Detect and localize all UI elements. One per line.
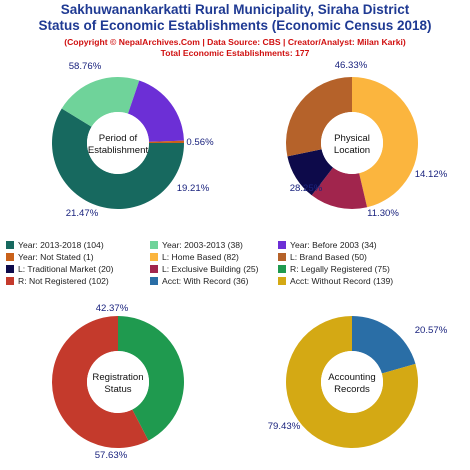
legend-label: Acct: Without Record (139) bbox=[290, 276, 394, 286]
legend-label: Year: Before 2003 (34) bbox=[290, 240, 377, 250]
legend-swatch bbox=[6, 277, 14, 285]
legend-item: Year: 2003-2013 (38) bbox=[150, 240, 243, 250]
pct-label-acct-without-record: 79.43% bbox=[268, 421, 301, 432]
legend-label: L: Traditional Market (20) bbox=[18, 264, 114, 274]
donut-hole bbox=[87, 112, 149, 174]
slice-l-exclusive-building bbox=[311, 167, 368, 209]
legend-label: L: Home Based (82) bbox=[162, 252, 239, 262]
legend-label: R: Legally Registered (75) bbox=[290, 264, 390, 274]
center-label: Records bbox=[334, 384, 370, 395]
pct-label-r-legally-registered: 42.37% bbox=[96, 303, 129, 314]
pct-label-year-before-2003: 19.21% bbox=[177, 183, 210, 194]
legend-item: Year: Before 2003 (34) bbox=[278, 240, 377, 250]
legend-item: Year: 2013-2018 (104) bbox=[6, 240, 104, 250]
donut-hole bbox=[87, 351, 149, 413]
slice-r-not-registered bbox=[51, 316, 149, 448]
legend-swatch bbox=[6, 253, 14, 261]
legend-item: Acct: With Record (36) bbox=[150, 276, 248, 286]
legend-label: R: Not Registered (102) bbox=[18, 276, 109, 286]
legend-swatch bbox=[150, 253, 158, 261]
chart-title-line-1: Sakhuwanankarkatti Rural Municipality, S… bbox=[60, 2, 410, 17]
legend-swatch bbox=[278, 265, 286, 273]
slice-year-not-stated bbox=[148, 140, 184, 143]
pct-label-l-traditional-market: 11.30% bbox=[367, 208, 399, 219]
slice-year-2003-2013 bbox=[61, 77, 140, 127]
legend-item: L: Home Based (82) bbox=[150, 252, 239, 262]
slice-acct-with-record bbox=[352, 316, 416, 374]
pct-label-year-2013-2018: 58.76% bbox=[69, 61, 102, 72]
slice-l-brand-based bbox=[285, 77, 352, 157]
legend-item: L: Traditional Market (20) bbox=[6, 264, 114, 274]
center-label: Registration bbox=[92, 372, 143, 383]
chart-title-line-2: Status of Economic Establishments (Econo… bbox=[38, 18, 432, 33]
legend-swatch bbox=[6, 265, 14, 273]
center-label: Establishment bbox=[88, 145, 149, 156]
pct-label-year-not-stated: 0.56% bbox=[186, 137, 214, 148]
pct-label-l-home-based: 46.33% bbox=[335, 60, 368, 71]
pct-label-l-exclusive-building: 14.12% bbox=[415, 169, 448, 180]
legend-label: Year: Not Stated (1) bbox=[18, 252, 94, 262]
center-label: Location bbox=[334, 145, 370, 156]
center-label: Accounting bbox=[328, 372, 375, 383]
legend-item: L: Brand Based (50) bbox=[278, 252, 367, 262]
legend-item: Year: Not Stated (1) bbox=[6, 252, 94, 262]
legend-swatch bbox=[278, 277, 286, 285]
slice-acct-without-record bbox=[286, 316, 419, 449]
slice-r-legally-registered bbox=[118, 316, 184, 441]
pct-label-acct-with-record: 20.57% bbox=[415, 325, 448, 336]
legend-item: R: Not Registered (102) bbox=[6, 276, 109, 286]
slice-year-before-2003 bbox=[127, 80, 184, 142]
center-label: Physical bbox=[334, 133, 370, 144]
legend-swatch bbox=[150, 241, 158, 249]
pct-label-r-not-registered: 57.63% bbox=[95, 450, 128, 461]
donut-hole bbox=[321, 112, 383, 174]
legend-item: R: Legally Registered (75) bbox=[278, 264, 390, 274]
legend-label: L: Exclusive Building (25) bbox=[162, 264, 259, 274]
center-label: Status bbox=[104, 384, 131, 395]
legend-label: Acct: With Record (36) bbox=[162, 276, 249, 286]
slice-l-home-based bbox=[352, 77, 419, 208]
pct-label-l-brand-based: 28.25% bbox=[290, 183, 323, 194]
legend-label: L: Brand Based (50) bbox=[290, 252, 367, 262]
center-label: Period of bbox=[99, 133, 138, 144]
total-establishments-line: Total Economic Establishments: 177 bbox=[160, 48, 310, 58]
donut-hole bbox=[321, 351, 383, 413]
legend-label: Year: 2013-2018 (104) bbox=[18, 240, 104, 250]
copyright-source-line: (Copyright © NepalArchives.Com | Data So… bbox=[64, 37, 406, 47]
legend-swatch bbox=[278, 241, 286, 249]
legend-label: Year: 2003-2013 (38) bbox=[162, 240, 243, 250]
legend-swatch bbox=[150, 265, 158, 273]
slice-l-traditional-market bbox=[287, 149, 334, 196]
legend-item: L: Exclusive Building (25) bbox=[150, 264, 259, 274]
legend-swatch bbox=[150, 277, 158, 285]
legend-item: Acct: Without Record (139) bbox=[278, 276, 393, 286]
legend-swatch bbox=[6, 241, 14, 249]
legend-swatch bbox=[278, 253, 286, 261]
pct-label-year-2003-2013: 21.47% bbox=[66, 208, 99, 219]
slice-year-2013-2018 bbox=[52, 108, 185, 209]
